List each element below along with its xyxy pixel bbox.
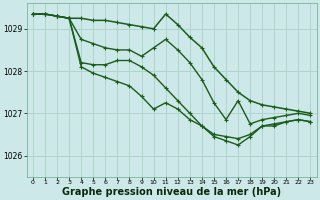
X-axis label: Graphe pression niveau de la mer (hPa): Graphe pression niveau de la mer (hPa) xyxy=(62,187,281,197)
